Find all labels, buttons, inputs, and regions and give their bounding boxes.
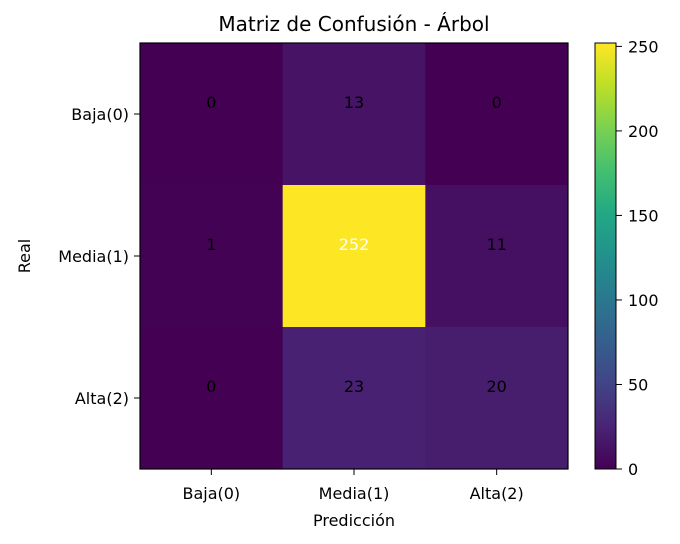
- cell-value-label: 23: [344, 377, 364, 396]
- cell-value-label: 20: [486, 377, 506, 396]
- cell-value-label: 13: [344, 93, 364, 112]
- cell-value-label: 0: [206, 377, 216, 396]
- x-axis-ticks: Baja(0) Media(1) Alta(2): [182, 469, 524, 503]
- cell-value-label: 11: [486, 235, 506, 254]
- x-tick-label: Media(1): [319, 484, 390, 503]
- colorbar-ticks: 0 50 100 150 200 250: [616, 37, 659, 479]
- heatmap-cell: [282, 327, 426, 470]
- cell-value-label: 1: [206, 235, 216, 254]
- colorbar-tick-label: 150: [628, 206, 659, 225]
- cell-value-label: 252: [339, 235, 370, 254]
- colorbar-tick-label: 50: [628, 375, 648, 394]
- y-tick-label: Baja(0): [71, 105, 129, 124]
- colorbar-tick-label: 100: [628, 291, 659, 310]
- heatmap-cell: [140, 185, 284, 328]
- colorbar-tick-label: 250: [628, 37, 659, 56]
- y-tick-label: Media(1): [58, 247, 129, 266]
- y-axis-ticks: Baja(0) Media(1) Alta(2): [58, 105, 140, 408]
- y-axis-label: Real: [15, 239, 34, 274]
- heatmap-cell: [425, 327, 569, 470]
- heatmap-cell: [140, 43, 284, 186]
- chart-title: Matriz de Confusión - Árbol: [218, 12, 489, 36]
- heatmap-cell: [282, 43, 426, 186]
- heatmap-cell: [140, 327, 284, 470]
- y-tick-label: Alta(2): [75, 389, 129, 408]
- colorbar-tick-label: 0: [628, 460, 638, 479]
- x-tick-label: Baja(0): [182, 484, 240, 503]
- heatmap-cell-labels: 0 13 0 1 252 11 0 23 20: [206, 93, 507, 396]
- heatmap-cell: [425, 185, 569, 328]
- heatmap-cells: [140, 43, 569, 470]
- cell-value-label: 0: [206, 93, 216, 112]
- heatmap-cell: [282, 185, 426, 328]
- cell-value-label: 0: [492, 93, 502, 112]
- x-axis-label: Predicción: [313, 511, 395, 530]
- x-tick-label: Alta(2): [470, 484, 524, 503]
- heatmap-cell: [425, 43, 569, 186]
- colorbar: [594, 42, 617, 470]
- colorbar-tick-label: 200: [628, 122, 659, 141]
